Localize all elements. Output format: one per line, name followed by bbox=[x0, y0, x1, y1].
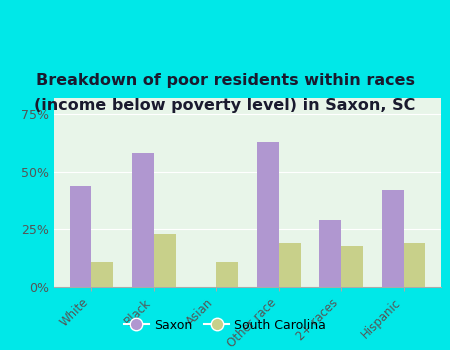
Text: Breakdown of poor residents within races: Breakdown of poor residents within races bbox=[36, 73, 414, 88]
Legend: Saxon, South Carolina: Saxon, South Carolina bbox=[119, 314, 331, 337]
Bar bbox=[341, 245, 363, 287]
Bar bbox=[404, 243, 425, 287]
Bar bbox=[132, 153, 154, 287]
Bar bbox=[257, 142, 279, 287]
Bar bbox=[216, 262, 238, 287]
Bar bbox=[91, 262, 113, 287]
Bar bbox=[320, 220, 341, 287]
Bar bbox=[70, 186, 91, 287]
Bar bbox=[279, 243, 301, 287]
Bar bbox=[154, 234, 176, 287]
Bar bbox=[382, 190, 404, 287]
Text: (income below poverty level) in Saxon, SC: (income below poverty level) in Saxon, S… bbox=[34, 98, 416, 112]
